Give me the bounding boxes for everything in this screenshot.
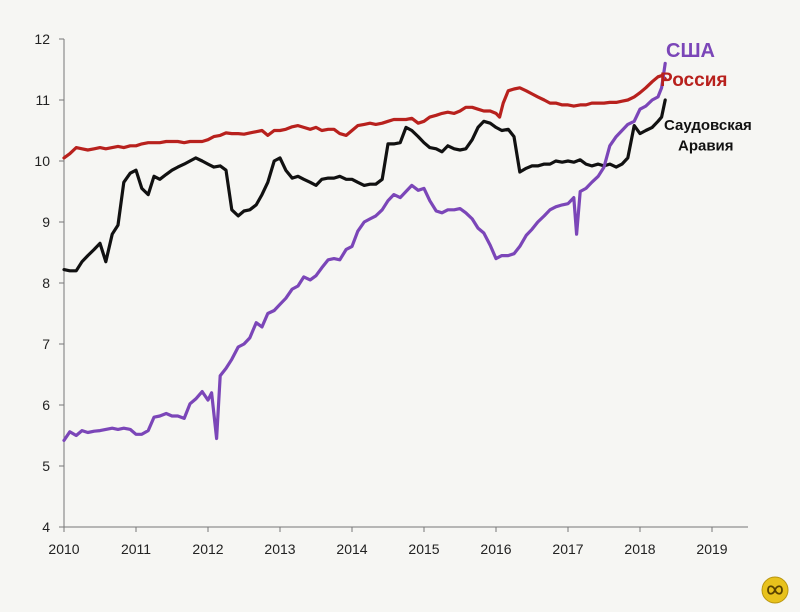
series-label-russia-line: Россия [660, 70, 727, 91]
series-label-saudi-arabia: Саудовская Аравия [664, 117, 752, 154]
y-tick-label: 9 [42, 214, 50, 230]
y-tick-label: 10 [34, 153, 50, 169]
y-tick-label: 5 [42, 458, 50, 474]
series-label-russia: Россия [660, 70, 727, 91]
x-tick-label: 2013 [264, 541, 295, 557]
y-tick-label: 7 [42, 336, 50, 352]
series-label-saudi-arabia-line: Аравия [678, 137, 734, 154]
x-tick-label: 2018 [624, 541, 655, 557]
series-line-saudi-arabia [62, 98, 667, 273]
y-tick-label: 12 [34, 31, 50, 47]
y-tick-label: 4 [42, 519, 50, 535]
x-tick-label: 2011 [121, 541, 151, 557]
x-tick-label: 2014 [336, 541, 367, 557]
x-tick-label: 2015 [408, 541, 439, 557]
x-tick-label: 2016 [480, 541, 511, 557]
series-line-usa [62, 61, 667, 442]
series-lines [62, 61, 667, 442]
tick-labels: 4 5 6 7 8 9 10 11 12 2010 2011 2012 2013 2014 2015 2016… [34, 31, 727, 557]
series-label-usa: США [666, 40, 715, 62]
y-tick-label: 8 [42, 275, 50, 291]
series-line-russia [62, 74, 667, 160]
axes [59, 38, 748, 532]
series-labels: США Россия Саудовская Аравия [660, 40, 752, 154]
x-tick-label: 2017 [552, 541, 583, 557]
y-tick-label: 6 [42, 397, 50, 413]
series-label-usa-line: США [666, 40, 715, 62]
x-tick-label: 2012 [192, 541, 223, 557]
x-tick-label: 2010 [48, 541, 79, 557]
series-label-saudi-arabia-line: Саудовская [664, 117, 752, 134]
infinity-badge-icon [761, 576, 789, 604]
y-tick-label: 11 [35, 92, 50, 108]
x-tick-label: 2019 [696, 541, 727, 557]
